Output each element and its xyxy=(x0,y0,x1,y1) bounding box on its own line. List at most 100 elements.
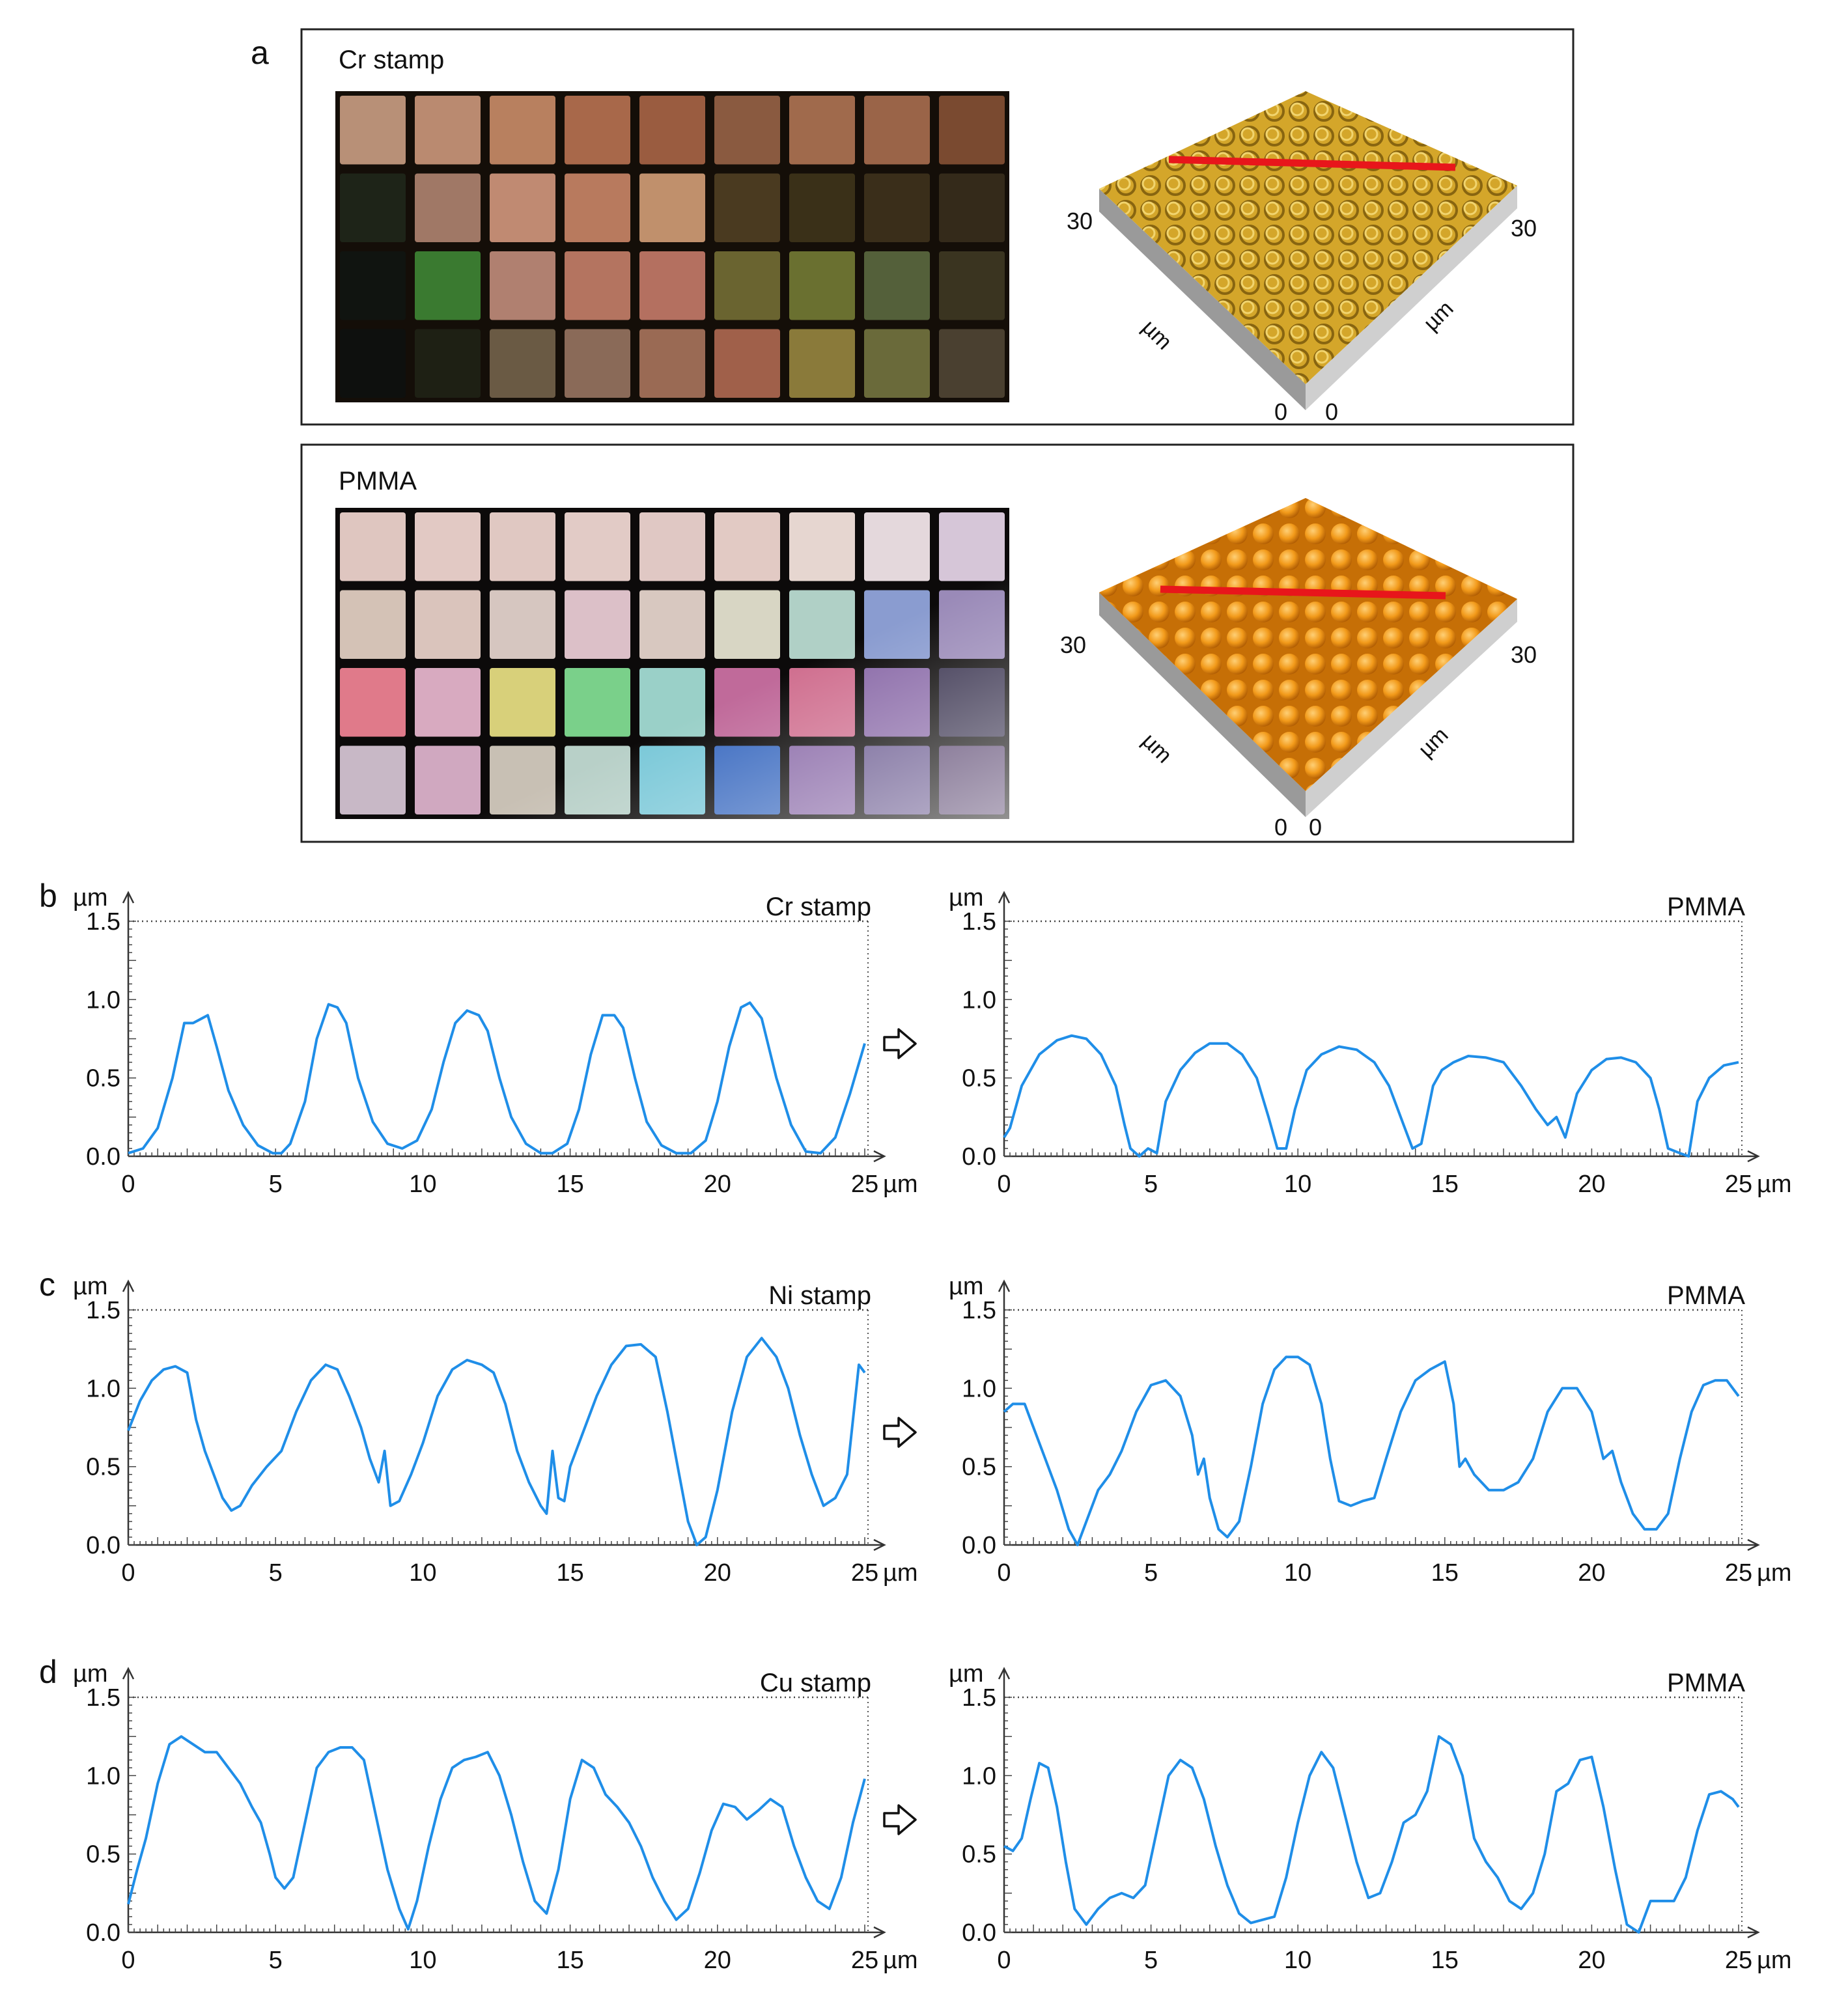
x-axis-arrow xyxy=(1747,1926,1760,1939)
y-tick-label: 0.5 xyxy=(86,1065,120,1092)
y-tick-label: 1.5 xyxy=(86,908,120,936)
x-unit-label: µm xyxy=(1757,1171,1792,1198)
y-tick-label: 1.0 xyxy=(962,1375,996,1402)
pattern-square xyxy=(714,329,780,398)
y-unit-label: µm xyxy=(73,1273,108,1300)
y-tick-label: 0.5 xyxy=(962,1841,996,1869)
y-tick-label: 0.5 xyxy=(962,1065,996,1092)
x-tick-label: 20 xyxy=(704,1947,731,1974)
x-unit-label: µm xyxy=(883,1171,918,1198)
pattern-square xyxy=(490,251,555,320)
photo-glare xyxy=(335,508,1009,819)
pattern-square xyxy=(415,96,481,165)
pattern-square xyxy=(565,329,630,398)
pattern-square xyxy=(789,251,855,320)
x-unit-label: µm xyxy=(1757,1947,1792,1974)
pmma-axis-right-max: 30 xyxy=(1511,641,1537,668)
y-unit-label: µm xyxy=(73,1660,108,1688)
pattern-square xyxy=(565,96,630,165)
panel-a-pmma: PMMA 30 30 0 0 µm µm xyxy=(300,443,1575,843)
cr-axis-left-max: 30 xyxy=(1067,208,1093,234)
y-tick-label: 0.5 xyxy=(86,1841,120,1869)
cr-afm-side-left xyxy=(1099,189,1306,410)
x-axis-arrow xyxy=(873,1150,886,1163)
pattern-square xyxy=(939,173,1005,242)
pmma-axis-right-zero: 0 xyxy=(1309,814,1322,841)
y-tick-label: 0.0 xyxy=(86,1143,120,1171)
x-tick-label: 5 xyxy=(269,1559,283,1587)
y-unit-label: µm xyxy=(949,884,984,911)
x-tick-label: 15 xyxy=(1431,1947,1459,1974)
y-axis-arrow xyxy=(122,1279,135,1292)
y-tick-label: 0.0 xyxy=(962,1532,996,1559)
x-tick-label: 0 xyxy=(997,1947,1011,1974)
y-axis-arrow xyxy=(122,891,135,904)
y-unit-label: µm xyxy=(949,1273,984,1300)
x-axis-arrow xyxy=(873,1926,886,1939)
y-tick-label: 0.5 xyxy=(86,1454,120,1481)
pmma-axis-left-zero: 0 xyxy=(1274,814,1287,841)
pattern-square xyxy=(639,173,705,242)
x-tick-label: 20 xyxy=(1578,1559,1605,1587)
x-tick-label: 0 xyxy=(121,1947,135,1974)
panel-letter-d: d xyxy=(39,1654,57,1690)
panel-a: a Cr stamp 30 30 0 0 µm µm PMMA xyxy=(251,28,1575,843)
pattern-square xyxy=(789,329,855,398)
pmma-axis-left-unit: µm xyxy=(1137,729,1177,768)
x-tick-label: 10 xyxy=(409,1171,436,1198)
x-tick-label: 0 xyxy=(997,1559,1011,1587)
x-tick-label: 15 xyxy=(556,1947,583,1974)
pattern-square xyxy=(789,96,855,165)
pmma-axis-left-max: 30 xyxy=(1060,632,1086,658)
cr-axis-right-unit: µm xyxy=(1419,296,1459,336)
x-tick-label: 25 xyxy=(1725,1171,1752,1198)
x-tick-label: 5 xyxy=(269,1171,283,1198)
y-tick-label: 1.0 xyxy=(962,1762,996,1790)
pmma-afm-3d-view: 30 30 0 0 µm µm xyxy=(1060,498,1537,841)
y-axis-arrow xyxy=(998,1667,1011,1680)
panel-a-cr: Cr stamp 30 30 0 0 µm µm xyxy=(300,28,1575,426)
y-unit-label: µm xyxy=(73,884,108,911)
y-tick-label: 0.5 xyxy=(962,1454,996,1481)
chart-title: Cr stamp xyxy=(766,893,871,921)
y-tick-label: 1.0 xyxy=(86,1375,120,1402)
y-tick-label: 0.0 xyxy=(86,1919,120,1947)
pattern-square xyxy=(639,251,705,320)
pattern-square xyxy=(864,251,930,320)
x-tick-label: 15 xyxy=(1431,1559,1459,1587)
pattern-square xyxy=(714,251,780,320)
hollow-right-arrow-icon xyxy=(883,1804,917,1835)
y-tick-label: 1.5 xyxy=(962,1684,996,1712)
panel-a-cr-label: Cr stamp xyxy=(339,46,444,74)
pattern-square xyxy=(864,329,930,398)
x-unit-label: µm xyxy=(883,1947,918,1974)
y-axis-arrow xyxy=(998,1279,1011,1292)
x-axis-arrow xyxy=(1747,1538,1760,1551)
y-axis-arrow xyxy=(122,1667,135,1680)
cr-axis-left-zero: 0 xyxy=(1274,398,1287,425)
profile-line xyxy=(127,1735,866,1931)
pattern-square xyxy=(340,96,406,165)
x-tick-label: 0 xyxy=(121,1559,135,1587)
y-tick-label: 1.0 xyxy=(86,986,120,1014)
x-tick-label: 15 xyxy=(556,1559,583,1587)
y-tick-label: 0.0 xyxy=(962,1919,996,1947)
pattern-square xyxy=(939,96,1005,165)
cr-afm-3d-view: 30 30 0 0 µm µm xyxy=(1067,91,1537,425)
pattern-square xyxy=(490,96,555,165)
pmma-afm-side-left xyxy=(1099,592,1306,817)
x-tick-label: 25 xyxy=(851,1947,878,1974)
panel-letter-a: a xyxy=(251,35,269,71)
pmma-afm-side-right xyxy=(1306,599,1517,817)
pattern-square xyxy=(340,329,406,398)
y-tick-label: 1.5 xyxy=(86,1684,120,1712)
pattern-square xyxy=(415,173,481,242)
x-unit-label: µm xyxy=(883,1559,918,1587)
cr-axis-right-zero: 0 xyxy=(1325,398,1338,425)
pattern-square xyxy=(565,173,630,242)
y-unit-label: µm xyxy=(949,1660,984,1688)
y-tick-label: 1.5 xyxy=(962,908,996,936)
chart-title: PMMA xyxy=(1667,1281,1745,1310)
